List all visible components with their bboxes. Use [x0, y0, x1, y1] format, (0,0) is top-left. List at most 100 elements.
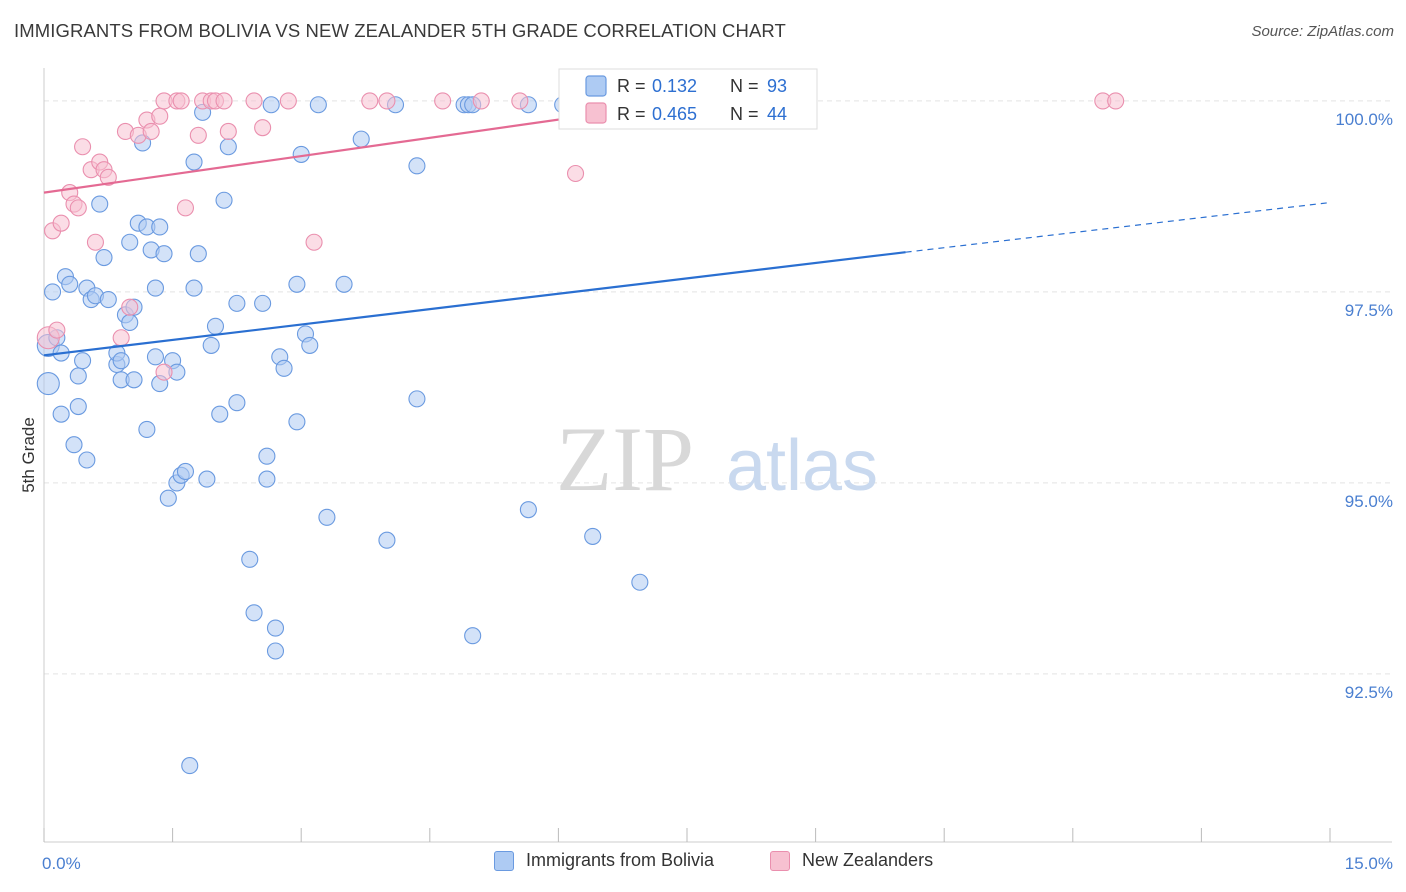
legend-n-label-bolivia: N =: [730, 76, 759, 96]
trend-lines: [43, 102, 1331, 357]
point-bolivia: [206, 317, 225, 335]
point-bolivia: [464, 627, 482, 645]
point-bolivia: [228, 394, 246, 412]
legend-item-newzealand[interactable]: New Zealanders: [770, 850, 933, 871]
point-newzealand: [472, 92, 490, 110]
point-bolivia: [36, 372, 60, 396]
watermark-atlas: atlas: [726, 426, 878, 506]
x-tick-label: 0.0%: [42, 854, 81, 873]
watermark-zip: ZIP: [556, 408, 694, 510]
gridlines: [44, 100, 1392, 675]
point-bolivia: [185, 153, 203, 171]
legend-swatch-bolivia-bottom: [494, 850, 514, 871]
point-bolivia: [219, 138, 237, 156]
legend-swatch-bolivia: [585, 75, 607, 97]
legend-r-label-bolivia: R =: [617, 76, 646, 96]
legend-n-value-newzealand: 44: [767, 104, 787, 124]
point-bolivia: [151, 218, 169, 236]
point-bolivia: [275, 359, 293, 377]
tick-labels: 92.5% 95.0% 97.5% 100.0% 0.0% 15.0%: [42, 110, 1393, 873]
point-bolivia: [159, 489, 177, 507]
point-bolivia: [335, 275, 353, 293]
point-newzealand: [361, 92, 379, 110]
point-bolivia: [176, 462, 195, 481]
point-bolivia: [189, 245, 207, 263]
point-bolivia: [211, 405, 229, 423]
point-newzealand: [434, 92, 452, 110]
point-bolivia: [74, 352, 92, 370]
point-newzealand: [52, 214, 70, 232]
point-bolivia: [288, 413, 306, 431]
point-bolivia: [266, 642, 285, 660]
legend-label-newzealand: New Zealanders: [802, 850, 934, 870]
point-bolivia: [254, 294, 272, 312]
legend-n-label-newzealand: N =: [730, 104, 759, 124]
series-legend: Immigrants from Bolivia New Zealanders: [0, 850, 1406, 880]
point-newzealand: [566, 164, 585, 183]
point-newzealand: [48, 321, 66, 339]
point-bolivia: [91, 195, 109, 213]
legend-r-value-bolivia: 0.132: [652, 76, 697, 96]
legend-item-bolivia[interactable]: Immigrants from Bolivia: [494, 850, 714, 871]
point-bolivia: [69, 367, 87, 385]
point-bolivia: [125, 371, 143, 389]
y-tick-label: 92.5%: [1345, 683, 1393, 702]
legend-label-bolivia: Immigrants from Bolivia: [526, 850, 715, 870]
x-tick-label: 15.0%: [1345, 854, 1393, 873]
point-newzealand: [511, 92, 529, 110]
watermark: ZIP atlas: [556, 408, 878, 510]
data-points: [36, 92, 1125, 775]
point-bolivia: [185, 279, 203, 297]
legend-r-value-newzealand: 0.465: [652, 104, 697, 124]
y-axis-label: 5th Grade: [19, 417, 38, 493]
point-bolivia: [228, 294, 246, 312]
point-newzealand: [279, 92, 297, 110]
point-bolivia: [245, 604, 263, 622]
point-bolivia: [584, 527, 602, 545]
correlation-legend: R = 0.132 N = 93 R = 0.465 N = 44: [558, 68, 818, 130]
point-bolivia: [631, 573, 649, 591]
point-newzealand: [99, 168, 117, 186]
point-bolivia: [258, 470, 276, 488]
point-bolivia: [146, 348, 165, 366]
legend-swatch-newzealand: [585, 102, 607, 124]
point-newzealand: [1107, 92, 1125, 110]
point-newzealand: [172, 92, 190, 110]
point-newzealand: [245, 92, 263, 110]
point-bolivia: [378, 531, 396, 549]
point-newzealand: [155, 363, 173, 381]
point-bolivia: [121, 313, 139, 332]
point-bolivia: [266, 619, 285, 637]
legend-r-label-newzealand: R =: [617, 104, 646, 124]
y-tick-label: 95.0%: [1345, 492, 1393, 511]
source-credit: Source: ZipAtlas.com: [1251, 23, 1394, 40]
legend-swatch-newzealand-bottom: [770, 850, 790, 871]
point-newzealand: [86, 233, 104, 251]
point-newzealand: [74, 138, 92, 156]
point-bolivia: [288, 275, 306, 293]
point-bolivia: [198, 470, 216, 488]
point-newzealand: [219, 122, 237, 141]
point-newzealand: [112, 329, 130, 347]
point-newzealand: [121, 298, 139, 316]
point-bolivia: [181, 757, 199, 775]
point-bolivia: [241, 550, 259, 568]
point-newzealand: [142, 122, 160, 141]
point-newzealand: [189, 126, 207, 144]
point-bolivia: [52, 405, 70, 423]
point-bolivia: [408, 390, 426, 408]
axes: [43, 68, 1392, 843]
point-newzealand: [305, 233, 323, 251]
point-bolivia: [309, 96, 327, 114]
point-newzealand: [215, 92, 233, 110]
trend-line-bolivia-extrapolated: [905, 201, 1331, 253]
y-tick-label: 97.5%: [1345, 301, 1393, 320]
point-bolivia: [318, 508, 336, 526]
point-bolivia: [301, 336, 319, 354]
chart-title: IMMIGRANTS FROM BOLIVIA VS NEW ZEALANDER…: [14, 20, 786, 41]
point-bolivia: [138, 420, 156, 438]
point-bolivia: [69, 397, 87, 416]
point-bolivia: [155, 245, 173, 263]
point-bolivia: [112, 352, 130, 370]
